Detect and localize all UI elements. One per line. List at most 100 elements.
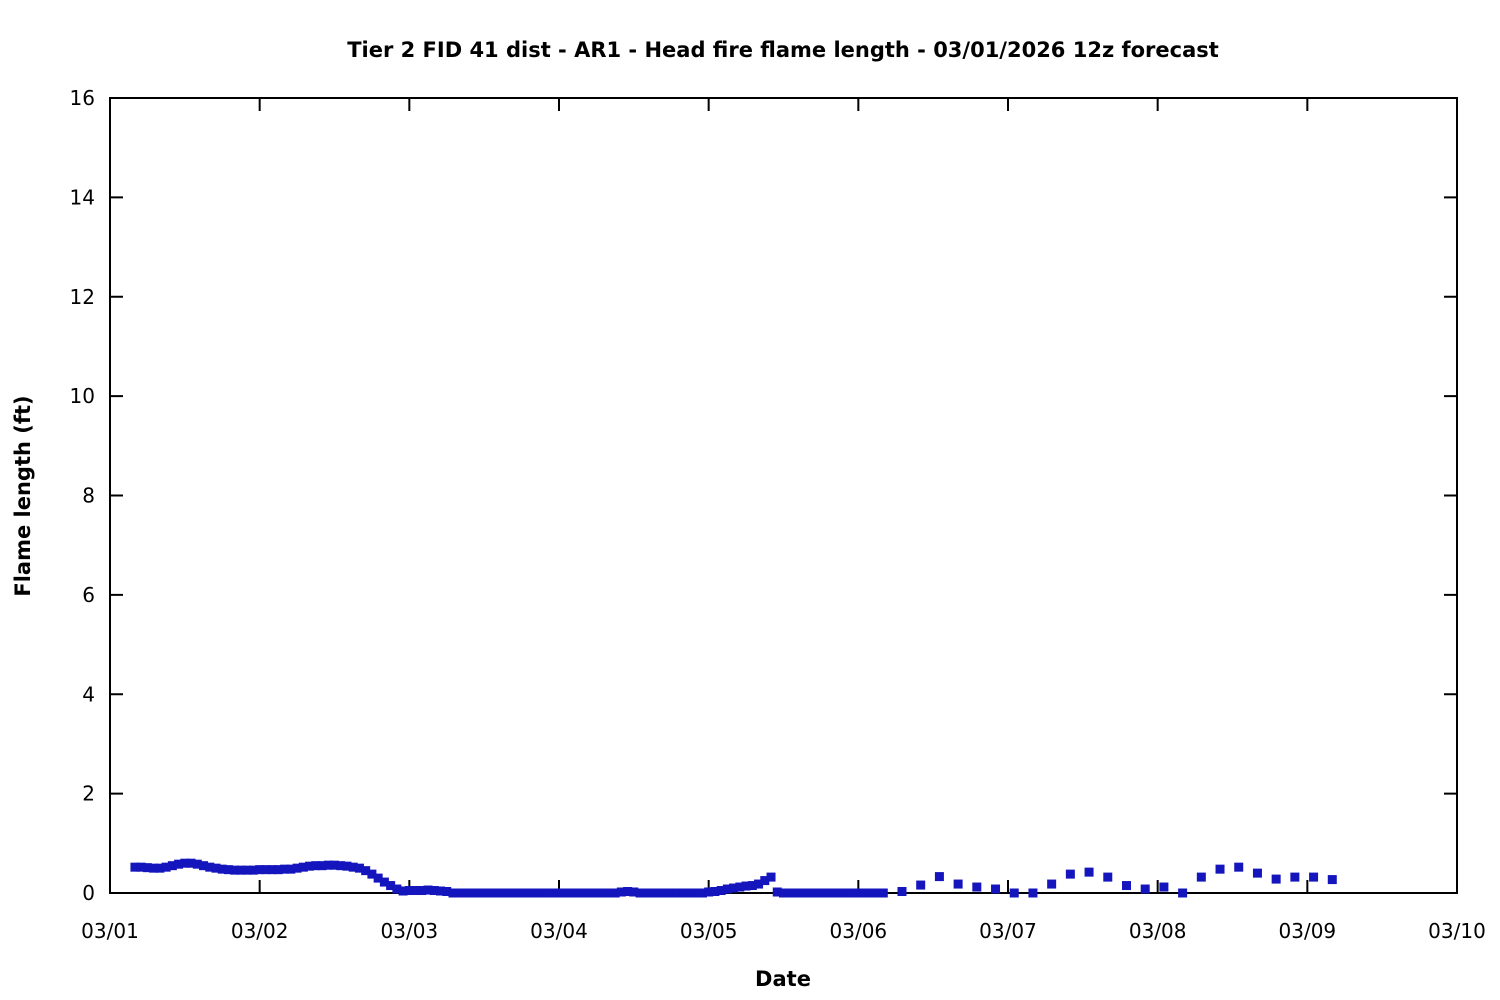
data-point-marker [379,877,389,887]
data-point-marker [373,873,383,883]
data-point-marker [398,886,408,896]
data-point-marker [336,861,346,871]
data-point-marker [298,862,308,872]
data-point-marker [392,884,402,894]
data-point-marker [566,888,576,898]
data-point-marker [255,865,265,875]
y-tick-label: 8 [82,484,95,508]
data-point-marker [1140,884,1150,894]
data-point-marker [704,887,714,897]
data-point-marker [311,861,321,871]
data-point-marker [317,861,327,871]
y-tick-label: 0 [82,881,95,905]
data-point-marker [1252,868,1262,878]
data-point-marker [473,888,483,898]
data-point-marker [710,887,720,897]
data-point-marker [573,888,583,898]
data-point-marker [180,858,190,868]
y-tick-label: 4 [82,682,95,706]
data-point-marker [479,888,489,898]
data-point-marker [529,888,539,898]
data-point-marker [1103,872,1113,882]
x-tick-label: 03/06 [830,919,888,943]
data-point-marker [404,886,414,896]
data-point-marker [828,888,838,898]
data-point-marker [492,888,502,898]
data-point-marker [1196,872,1206,882]
data-point-marker [648,888,658,898]
tick-labels: 03/01 03/02 03/03 03/04 03/05 03/06 03/07 03/08… [70,86,1486,943]
data-point-marker [248,865,258,875]
data-point-marker [660,888,670,898]
data-point-marker [1309,872,1319,882]
x-tick-label: 03/10 [1428,919,1486,943]
x-axis-label: Date [755,967,811,991]
data-point-marker [1084,867,1094,877]
plot-frame [109,97,1458,894]
x-tick-label: 03/02 [231,919,289,943]
data-point-marker [155,863,165,873]
data-point-marker [554,888,564,898]
data-point-marker [635,888,645,898]
y-tick-label: 14 [70,185,95,209]
data-point-marker [454,888,464,898]
data-point-marker [535,888,545,898]
data-point-marker [1178,888,1188,898]
data-point-marker [754,879,764,889]
data-point-marker [685,888,695,898]
data-point-marker [697,888,707,898]
data-point-marker [585,888,595,898]
data-point-marker [1327,875,1337,885]
data-point-marker [548,888,558,898]
data-point-marker [292,863,302,873]
data-point-marker [1215,864,1225,874]
data-point-marker [136,862,146,872]
data-point-marker [460,888,470,898]
data-point-marker [1121,881,1131,891]
data-point-marker [972,882,982,892]
data-point-marker [217,864,227,874]
data-point-marker [517,888,527,898]
data-point-marker [878,888,888,898]
data-point-marker [916,880,926,890]
x-tick-label: 03/01 [81,919,139,943]
data-point-marker [261,865,271,875]
data-point-marker [286,864,296,874]
x-tick-label: 03/07 [979,919,1037,943]
y-tick-label: 2 [82,782,95,806]
data-point-marker [149,863,159,873]
data-point-marker [504,888,514,898]
data-point-marker [161,862,171,872]
data-point-marker [411,886,421,896]
data-points [130,858,1337,898]
data-point-marker [386,881,396,891]
data-point-marker [367,869,377,879]
data-point-marker [1009,888,1019,898]
data-point-marker [1234,862,1244,872]
data-point-marker [192,859,202,869]
plot-border [109,97,1458,894]
x-tick-label: 03/05 [680,919,738,943]
data-point-marker [579,888,589,898]
data-point-marker [672,888,682,898]
data-point-marker [847,888,857,898]
data-point-marker [130,862,140,872]
data-point-marker [722,884,732,894]
data-point-marker [860,888,870,898]
data-point-marker [436,886,446,896]
data-point-marker [205,862,215,872]
data-point-marker [785,888,795,898]
data-point-marker [167,861,177,871]
data-point-marker [623,887,633,897]
data-point-marker [323,860,333,870]
data-point-marker [211,863,221,873]
data-point-marker [760,876,770,886]
data-point-marker [230,865,240,875]
data-point-marker [729,883,739,893]
data-point-marker [822,888,832,898]
data-point-marker [610,888,620,898]
data-point-marker [498,888,508,898]
data-point-marker [442,887,452,897]
data-point-marker [542,888,552,898]
